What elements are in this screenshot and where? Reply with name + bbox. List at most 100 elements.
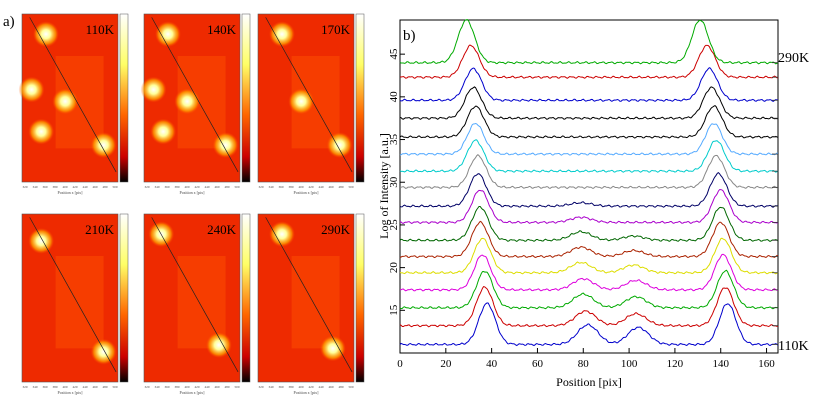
scan-line — [265, 217, 353, 373]
heatmap-glow — [291, 256, 340, 349]
x-tick-label: 420 — [194, 385, 199, 389]
colorbar — [241, 213, 251, 383]
diffraction-spot — [90, 338, 117, 365]
diffraction-spot — [269, 21, 295, 48]
x-tick-label: 420 — [72, 185, 77, 189]
x-tick-label: 380 — [52, 385, 57, 389]
x-tick-label: 500 — [348, 385, 353, 389]
x-tick-label: 460 — [92, 385, 97, 389]
x-tick-label: 340 — [154, 185, 159, 189]
x-tick-label: 380 — [174, 385, 179, 389]
x-tick-label: 460 — [92, 185, 97, 189]
x-tick-label: 420 — [72, 385, 77, 389]
x-tick-label: 340 — [32, 185, 37, 189]
diffraction-spot — [205, 332, 232, 359]
annotation-110k: 110K — [778, 339, 809, 354]
x-tick-label: 420 — [308, 185, 313, 189]
diffraction-spot — [174, 88, 201, 115]
series-line — [400, 253, 779, 292]
x-tick-label: 400 — [62, 385, 67, 389]
x-tick-label: 480 — [224, 385, 229, 389]
x-tick-label: 100 — [621, 358, 638, 370]
annotation-290k: 290K — [778, 51, 809, 66]
x-axis-label: Position [pix] — [556, 375, 622, 389]
x-tick-label: 440 — [204, 385, 209, 389]
x-tick-label: 340 — [154, 385, 159, 389]
heatmap-frame: 140K 320 340 360 380 400 420 440 460 480 500 Positi… — [140, 13, 251, 195]
panel-b-label: b) — [403, 28, 416, 44]
x-tick-label: 400 — [184, 185, 189, 189]
x-tick-label: 380 — [52, 185, 57, 189]
x-tick-label: 120 — [667, 358, 684, 370]
heatmap-glow — [55, 256, 104, 349]
x-tick-label: 500 — [234, 385, 239, 389]
x-tick-label: 400 — [298, 185, 303, 189]
x-tick-label: 360 — [164, 385, 169, 389]
x-tick-label: 460 — [328, 185, 333, 189]
diffraction-spot — [212, 132, 239, 159]
x-tick-label: 20 — [440, 358, 452, 370]
x-tick-label: 460 — [214, 385, 219, 389]
diffraction-spot — [28, 118, 55, 145]
y-tick-label: 20 — [388, 262, 400, 274]
diffraction-spot — [319, 335, 346, 362]
y-tick-label: 45 — [388, 48, 400, 60]
diffraction-spot — [150, 118, 177, 145]
diffraction-spot — [33, 21, 59, 48]
series-line — [399, 220, 779, 259]
colorbar — [355, 13, 365, 183]
x-tick-label: 340 — [268, 185, 273, 189]
x-tick-label: 360 — [278, 185, 283, 189]
y-tick-label: 15 — [388, 304, 400, 316]
scan-line — [151, 17, 239, 173]
x-tick-label: 440 — [204, 185, 209, 189]
temperature-label: 290K — [321, 222, 351, 237]
y-tick-label: 30 — [388, 176, 400, 188]
temperature-label: 210K — [85, 222, 115, 237]
x-tick-label: 500 — [112, 185, 117, 189]
x-tick-label: 320 — [22, 385, 27, 389]
x-tick-label: 420 — [308, 385, 313, 389]
x-tick-label: 380 — [288, 185, 293, 189]
diffraction-spot — [28, 227, 55, 254]
heatmap-frame: 290K 320 340 360 380 400 420 440 460 480 500 Positi… — [257, 213, 365, 395]
x-tick-label: 400 — [298, 385, 303, 389]
x-tick-label: 340 — [268, 385, 273, 389]
diffraction-spot — [155, 21, 181, 48]
diffraction-spot — [90, 132, 117, 159]
x-tick-label: 320 — [22, 185, 27, 189]
series-line — [399, 206, 779, 242]
x-axis-label: Position x [pix] — [294, 390, 320, 395]
colorbar — [355, 213, 365, 383]
series-line — [399, 122, 779, 156]
x-tick-label: 360 — [278, 385, 283, 389]
x-tick-label: 380 — [174, 185, 179, 189]
x-tick-label: 140 — [712, 358, 729, 370]
x-tick-label: 500 — [348, 185, 353, 189]
temperature-label: 240K — [207, 222, 237, 237]
x-tick-label: 480 — [102, 185, 107, 189]
x-tick-label: 460 — [214, 185, 219, 189]
x-axis-label: Position x [pix] — [58, 390, 84, 395]
scan-line — [29, 17, 117, 173]
colorbar — [241, 13, 251, 183]
x-tick-label: 440 — [318, 385, 323, 389]
series-line — [399, 269, 779, 310]
x-tick-label: 320 — [144, 185, 149, 189]
scan-line — [29, 217, 117, 373]
series-line — [399, 44, 778, 79]
x-tick-label: 480 — [338, 185, 343, 189]
x-tick-label: 320 — [258, 385, 263, 389]
diffraction-spot — [140, 76, 167, 103]
x-axis-label: Position x [pix] — [180, 390, 206, 395]
x-tick-label: 360 — [164, 185, 169, 189]
heatmap-frame: 240K 320 340 360 380 400 420 440 460 480 500 Positi… — [143, 213, 251, 395]
x-tick-label: 320 — [258, 185, 263, 189]
temperature-label: 140K — [207, 22, 237, 37]
heatmap-frame: 110K 320 340 360 380 400 420 440 460 480 500 Positi… — [18, 13, 129, 195]
diffraction-spot — [269, 221, 295, 248]
x-tick-label: 400 — [62, 185, 67, 189]
temperature-label: 110K — [86, 22, 115, 37]
panel-b-chart: 0 20 40 60 80 100 120 140 160 15 20 25 30 35 40 45 b) P… — [378, 19, 809, 389]
y-tick-label: 35 — [388, 134, 400, 146]
